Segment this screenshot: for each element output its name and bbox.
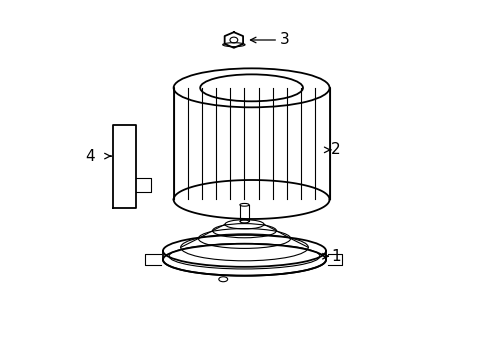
Text: 2: 2 xyxy=(331,142,340,157)
Text: 1: 1 xyxy=(331,249,340,264)
Ellipse shape xyxy=(200,75,303,101)
Text: 4: 4 xyxy=(85,149,95,163)
Text: 3: 3 xyxy=(279,32,289,48)
